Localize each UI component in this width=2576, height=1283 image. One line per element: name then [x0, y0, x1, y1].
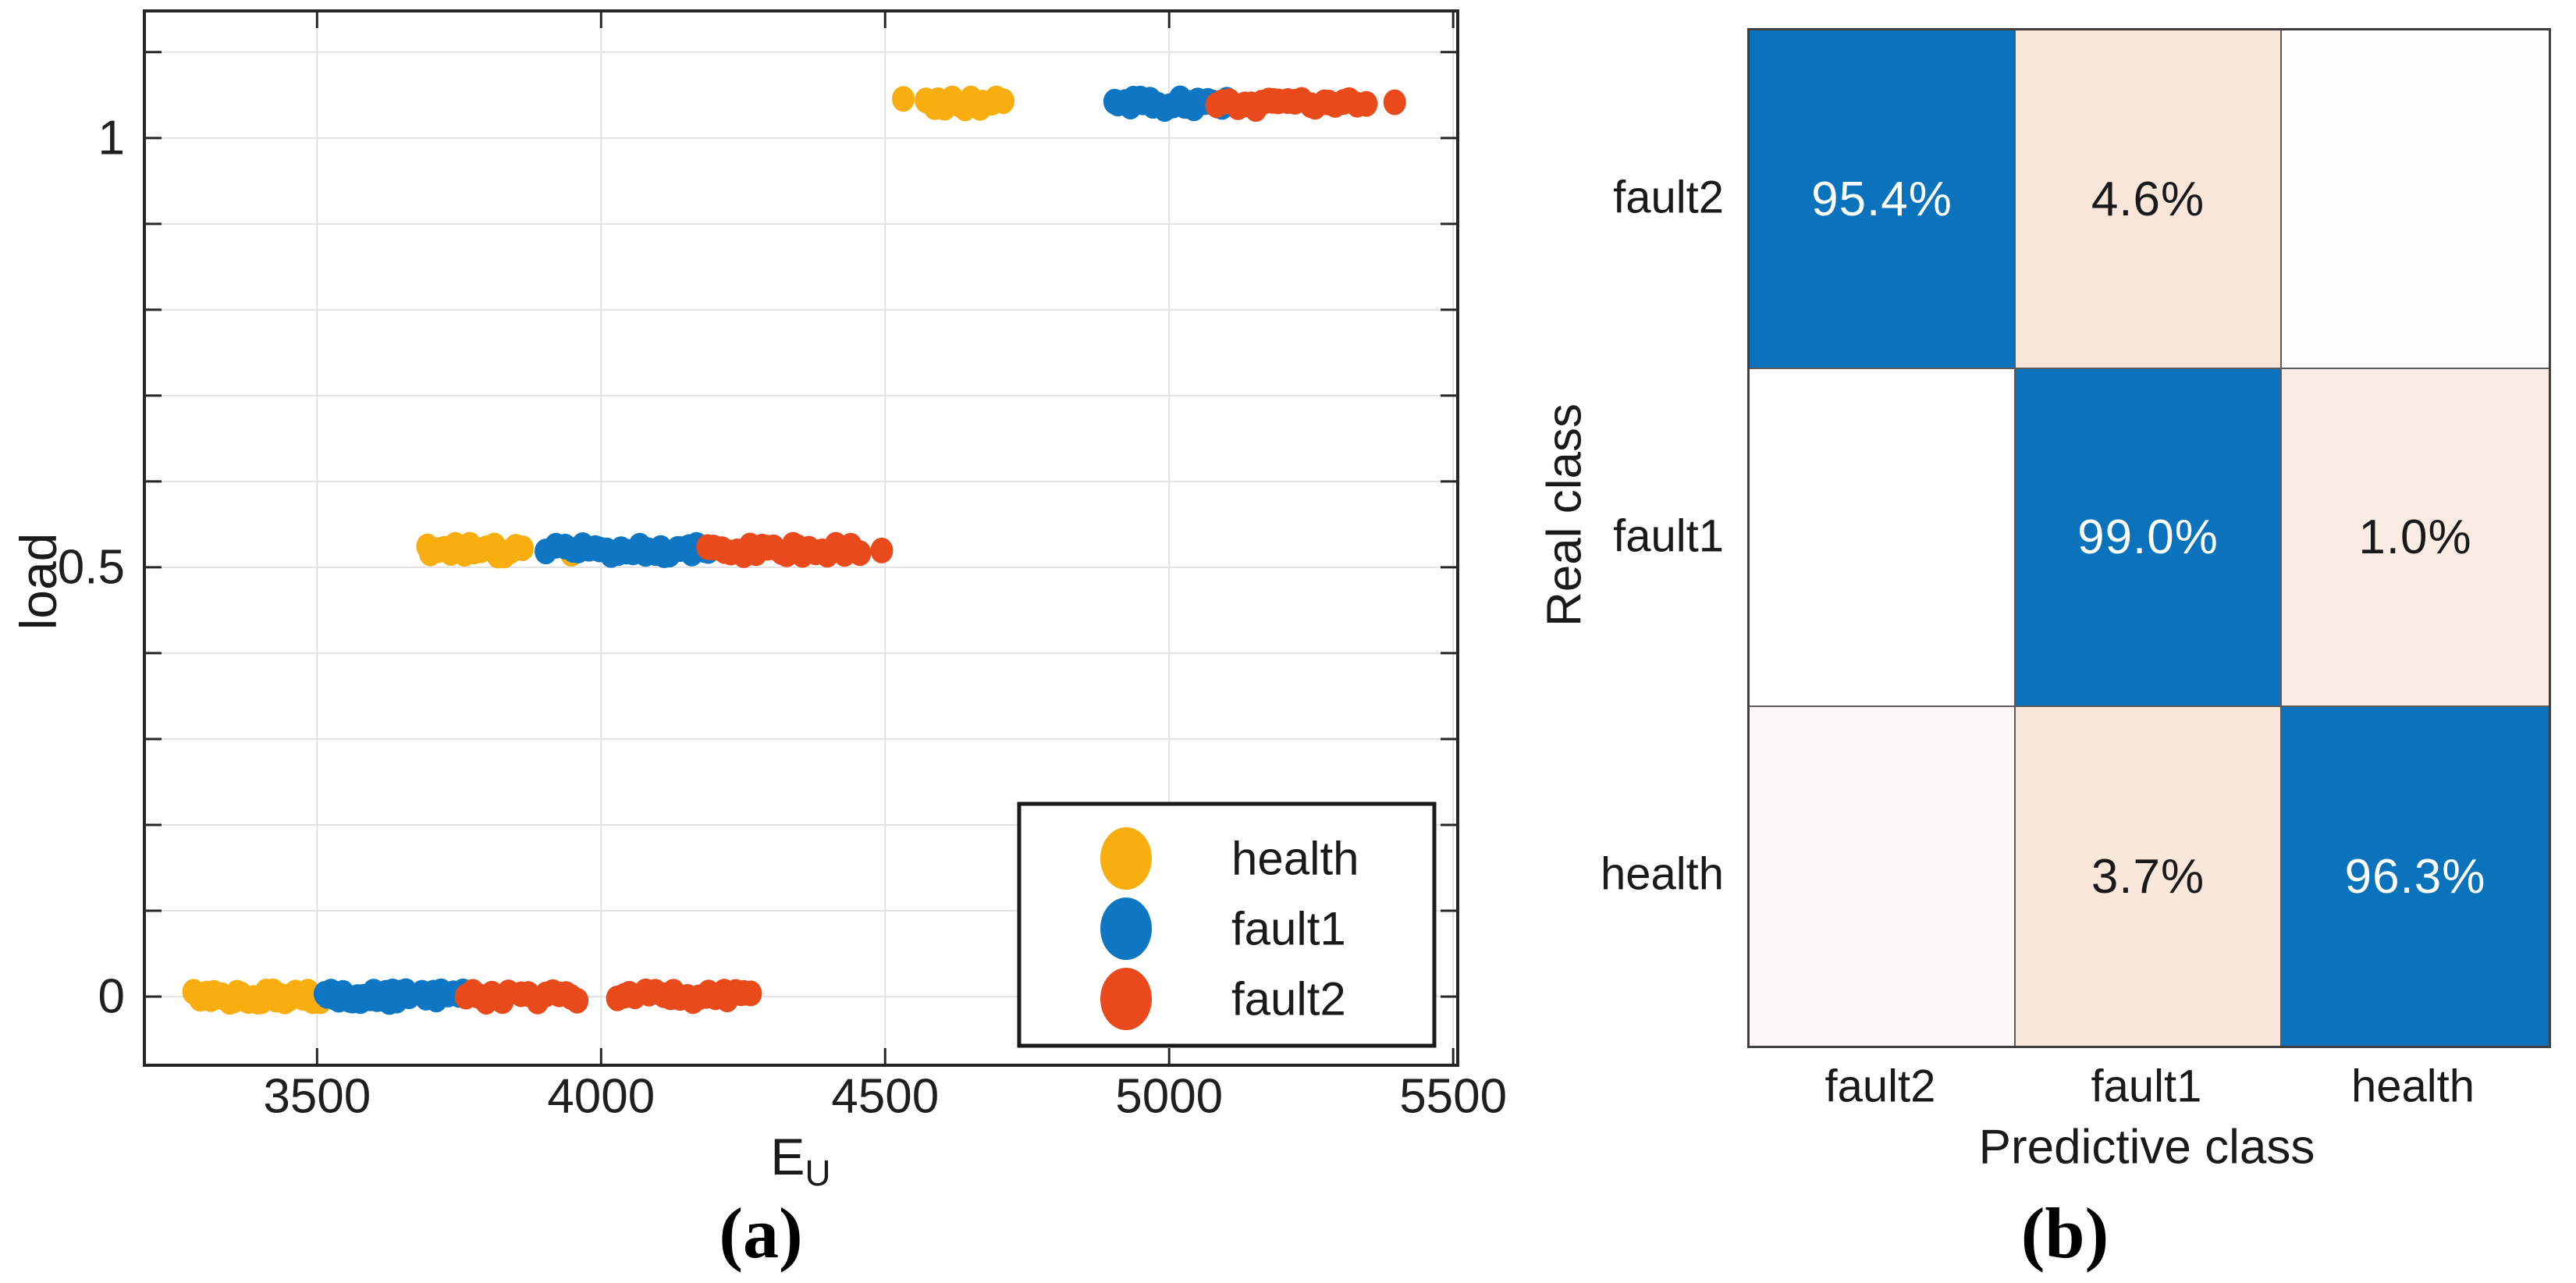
x-tick-label: 3500: [263, 1070, 371, 1124]
y-tick-label: 1: [98, 111, 125, 165]
matrix-cell-fault2-fault1: 4.6%: [2016, 30, 2282, 369]
legend-box: [1017, 801, 1437, 1048]
matrix-cell-value: 99.0%: [2077, 510, 2219, 564]
y-tick-label: 0.5: [58, 540, 125, 594]
x-tick-label: 4500: [831, 1070, 939, 1124]
legend: health fault1 fault2: [1017, 801, 1437, 1048]
x-tick-labels: 3500 4000 4500 5000 5500: [263, 1070, 1507, 1124]
matrix-cell-fault2-fault2: 95.4%: [1750, 30, 2016, 369]
matrix-cell-value: 3.7%: [2091, 849, 2205, 904]
legend-label-fault1: fault1: [1231, 903, 1346, 955]
legend-marker-fault2: [1100, 968, 1152, 1030]
legend-marker-health: [1100, 827, 1152, 890]
y-axis-label: load: [9, 533, 67, 631]
scatter-points-fault2: [454, 87, 1406, 1015]
matrix-cell-fault1-fault1: 99.0%: [2016, 369, 2282, 707]
matrix-cell-fault1-health: 1.0%: [2282, 369, 2549, 707]
caption-b: (b): [2020, 1193, 2109, 1273]
matrix-cell-value: 95.4%: [1811, 172, 1952, 226]
matrix-row-label-fault1: fault1: [1613, 510, 1724, 561]
matrix-cell-value: 1.0%: [2358, 510, 2472, 564]
matrix-row-label-fault2: fault2: [1613, 172, 1724, 223]
caption-a: (a): [719, 1193, 803, 1273]
confusion-grid: 95.4% 4.6% 99.0% 1.0% 3.7% 96.3%: [1747, 28, 2551, 1048]
matrix-cell-fault1-fault2: [1750, 369, 2016, 707]
axis-ticks: [144, 11, 1458, 1065]
y-tick-labels: 00.51: [58, 111, 125, 1023]
x-tick-label: 4000: [547, 1070, 655, 1124]
scatter-points-health: [182, 85, 1014, 1015]
matrix-cell-health-fault1: 3.7%: [2016, 707, 2282, 1046]
matrix-cell-value: 4.6%: [2091, 172, 2205, 226]
matrix-col-label-health: health: [2350, 1061, 2475, 1112]
matrix-cell-fault2-health: [2282, 30, 2549, 369]
matrix-cell-health-health: 96.3%: [2282, 707, 2549, 1046]
y-tick-label: 0: [98, 969, 125, 1023]
x-axis-label: EU: [770, 1128, 830, 1193]
scatter-plot: 3500 4000 4500 5000 550000.51loadEUhealthfau…: [9, 9, 1507, 1193]
legend-marker-fault1: [1100, 897, 1152, 960]
x-tick-label: 5500: [1399, 1070, 1507, 1124]
matrix-row-label-health: health: [1600, 848, 1724, 900]
matrix-col-label-fault1: fault1: [2091, 1061, 2202, 1112]
matrix-y-axis-label: Real class: [1537, 403, 1592, 627]
plot-border: [143, 9, 1459, 1067]
legend-label-health: health: [1231, 833, 1359, 885]
matrix-cell-value: 96.3%: [2344, 849, 2486, 904]
matrix-col-label-fault2: fault2: [1825, 1061, 1936, 1112]
matrix-x-axis-label: Predictive class: [1978, 1120, 2315, 1175]
legend-label-fault2: fault2: [1231, 973, 1346, 1025]
x-tick-label: 5000: [1115, 1070, 1223, 1124]
matrix-cell-health-fault2: [1750, 707, 2016, 1046]
